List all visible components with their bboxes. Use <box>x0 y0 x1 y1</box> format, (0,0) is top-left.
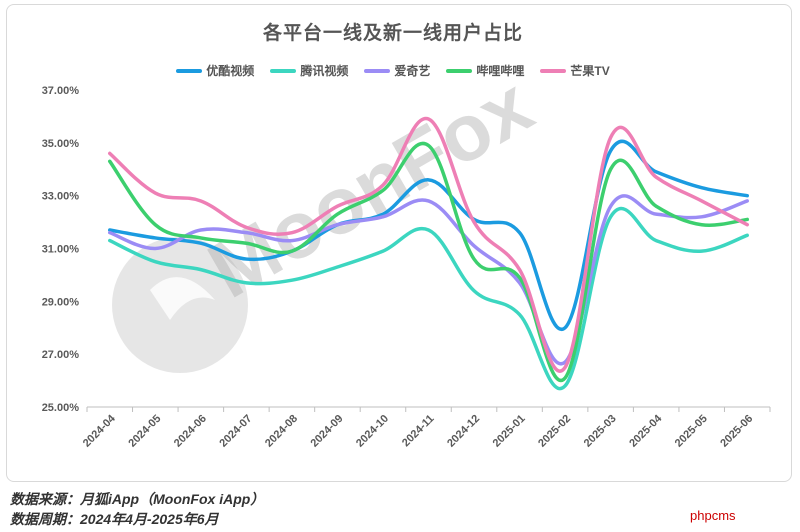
legend-item-iqiyi[interactable]: 爱奇艺 <box>364 62 430 79</box>
footer-period: 数据周期：2024年4月-2025年6月 <box>10 511 219 527</box>
x-tick-label: 2024-09 <box>309 413 346 450</box>
legend: 优酷视频 腾讯视频 爱奇艺 哔哩哔哩 芒果TV <box>0 62 786 79</box>
x-tick-label: 2025-04 <box>627 412 665 450</box>
legend-swatch-iqiyi <box>364 68 391 73</box>
x-tick-label: 2024-08 <box>263 413 300 450</box>
legend-swatch-mango <box>540 68 567 73</box>
watermark-logo: MoonFox <box>112 60 546 373</box>
y-tick-label: 35.00% <box>42 138 80 150</box>
y-tick-label: 37.00% <box>42 85 80 97</box>
legend-label-mango: 芒果TV <box>570 64 610 78</box>
y-tick-label: 29.00% <box>42 296 80 308</box>
y-tick-label: 25.00% <box>42 402 80 414</box>
x-tick-label: 2024-05 <box>126 413 163 450</box>
legend-label-tencent: 腾讯视频 <box>300 64 349 78</box>
legend-item-mango[interactable]: 芒果TV <box>540 62 610 79</box>
x-tick-label: 2024-04 <box>81 412 119 450</box>
x-tick-label: 2025-02 <box>536 413 573 450</box>
legend-item-youku[interactable]: 优酷视频 <box>176 62 254 79</box>
series-line-bilibili[interactable] <box>108 141 749 383</box>
x-axis: 2024-04 2024-05 2024-06 2024-07 2024-08 2024-… <box>81 406 771 450</box>
x-tick-label: 2025-03 <box>582 413 619 450</box>
legend-swatch-tencent <box>270 68 297 73</box>
legend-label-bilibili: 哔哩哔哩 <box>476 64 525 78</box>
chart-title: 各平台一线及新一线用户占比 <box>262 23 523 44</box>
x-tick-label: 2024-07 <box>217 413 254 450</box>
legend-label-iqiyi: 爱奇艺 <box>394 64 431 78</box>
legend-swatch-bilibili <box>446 68 473 73</box>
series-line-youku[interactable] <box>108 139 749 332</box>
legend-item-tencent[interactable]: 腾讯视频 <box>270 62 348 79</box>
series-line-mango[interactable] <box>108 117 749 373</box>
x-tick-label: 2024-12 <box>445 413 482 450</box>
legend-label-youku: 优酷视频 <box>206 64 255 78</box>
x-tick-label: 2025-01 <box>491 413 528 450</box>
x-tick-label: 2024-10 <box>354 413 391 450</box>
x-tick-label: 2025-05 <box>673 413 710 450</box>
series-lines <box>108 117 749 391</box>
y-tick-label: 27.00% <box>42 349 80 361</box>
legend-swatch-youku <box>176 68 203 73</box>
watermark-crescent <box>150 277 215 320</box>
series-line-iqiyi[interactable] <box>108 194 749 366</box>
watermark-text: MoonFox <box>194 60 546 315</box>
footer-source: 数据来源：月狐iApp（MoonFox iApp） <box>10 491 265 507</box>
legend-item-bilibili[interactable]: 哔哩哔哩 <box>446 62 524 79</box>
x-tick-label: 2025-06 <box>718 413 755 450</box>
x-tick-label: 2024-06 <box>172 413 209 450</box>
series-line-tencent[interactable] <box>108 206 749 391</box>
x-tick-label: 2024-11 <box>400 413 437 450</box>
y-tick-label: 33.00% <box>42 191 80 203</box>
y-axis: 37.00% 35.00% 33.00% 31.00% 29.00% 27.00% 25.0… <box>42 85 80 414</box>
site-mark[interactable]: phpcms <box>690 508 736 523</box>
plot-area: MoonFox 37.00% 35.00% 33.00% 31.00% 29.00% 27… <box>42 60 771 450</box>
y-tick-label: 31.00% <box>42 244 80 256</box>
